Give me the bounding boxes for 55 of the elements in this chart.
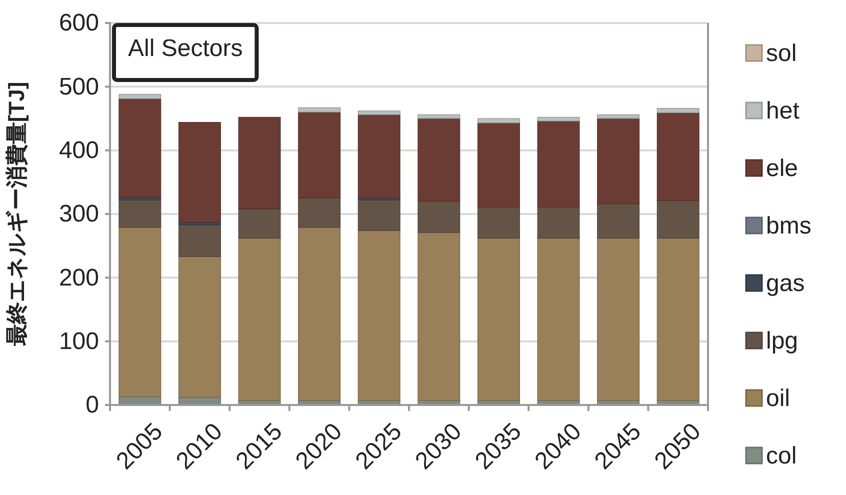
bar [418, 232, 460, 401]
y-tick-label: 100 [58, 328, 99, 356]
bar [118, 98, 162, 198]
bar [537, 120, 580, 208]
legend-label: bms [766, 212, 812, 240]
bar [358, 110, 400, 115]
bar [537, 206, 580, 238]
bar [178, 256, 221, 398]
bar [358, 200, 400, 231]
bar [178, 224, 221, 257]
bar [418, 114, 460, 119]
bar [597, 204, 640, 238]
bar [418, 118, 460, 202]
bar [656, 200, 700, 238]
bar [298, 112, 341, 198]
bar [418, 200, 460, 233]
bar [537, 238, 580, 401]
legend-label: lpg [766, 328, 798, 354]
bar [477, 206, 520, 238]
bar [118, 200, 162, 228]
bar [477, 118, 520, 124]
bar [238, 116, 281, 210]
bar [656, 108, 700, 114]
bar [477, 122, 520, 208]
bar [238, 238, 281, 401]
y-tick-label: 600 [58, 10, 99, 37]
bar [597, 118, 640, 204]
bar [118, 94, 162, 100]
bar [537, 116, 580, 122]
legend-label: sol [766, 40, 797, 67]
legend-label: col [766, 442, 797, 470]
legend-label: gas [766, 270, 805, 297]
bar [298, 198, 341, 228]
bar [118, 227, 162, 398]
bar [358, 230, 400, 401]
y-tick-label: 400 [58, 137, 99, 164]
y-tick-label: 300 [58, 200, 99, 228]
bar [238, 208, 281, 238]
text: All Sectors [128, 35, 243, 62]
bar [298, 107, 341, 112]
bar [178, 122, 221, 223]
bar [656, 112, 700, 201]
bar [358, 114, 400, 198]
bar [298, 227, 341, 401]
bar [477, 238, 520, 401]
y-axis-title: 最終エネルギー消費量[TJ] [4, 82, 29, 348]
legend-label: ele [766, 155, 798, 182]
y-tick-label: 200 [58, 264, 99, 292]
bar [597, 114, 640, 119]
legend-label: het [766, 98, 800, 124]
bar [656, 238, 700, 401]
y-tick-label: 500 [58, 73, 99, 100]
y-tick-label: 0 [86, 392, 99, 419]
legend-label: oil [766, 385, 790, 412]
bar [597, 238, 640, 401]
